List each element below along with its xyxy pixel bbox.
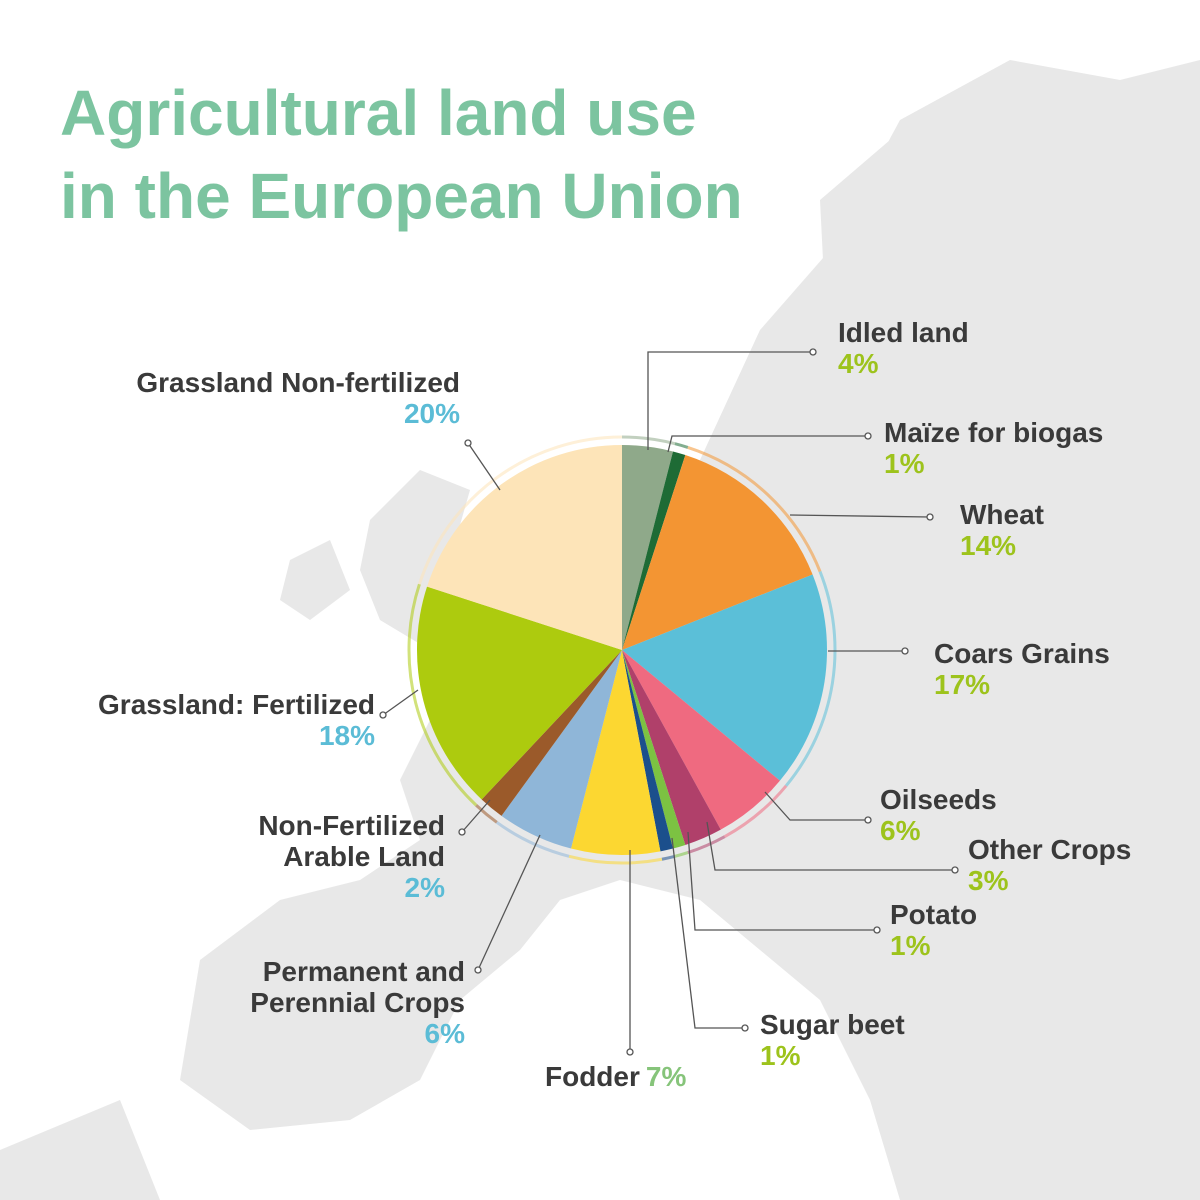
- category-name: Grassland Non-fertilized: [136, 367, 460, 398]
- pie-slice: [622, 650, 780, 830]
- slice-label: Wheat 14%: [960, 499, 1044, 561]
- value-label: 3%: [968, 865, 1009, 896]
- leader-dot: [458, 828, 466, 836]
- leader-dot: [809, 348, 817, 356]
- pie-slice: [622, 650, 686, 849]
- pie-slice: [481, 650, 622, 816]
- category-name: Grassland: Fertilized: [98, 689, 375, 720]
- leader-line: [764, 791, 868, 821]
- outer-ring-arc: [417, 435, 623, 585]
- value-label: 4%: [838, 348, 879, 379]
- leader-line: [687, 831, 877, 931]
- value-label: 2%: [404, 872, 445, 903]
- leader-line: [671, 837, 745, 1029]
- value-label: 18%: [318, 720, 375, 751]
- pie-slice: [622, 445, 673, 650]
- pie-slice: [417, 586, 622, 800]
- leader-line: [789, 514, 931, 518]
- category-name: Idled land: [838, 317, 969, 348]
- value-label: 17%: [934, 669, 991, 700]
- leader-dot: [864, 816, 872, 824]
- outer-ring-arc: [687, 835, 726, 855]
- pie-slice: [622, 574, 827, 781]
- slice-label: Oilseeds 6%: [880, 784, 997, 846]
- outer-ring-arc: [568, 854, 663, 865]
- leader-dot: [626, 1048, 634, 1056]
- outer-ring-arc: [407, 583, 478, 807]
- pie-slice: [571, 650, 661, 855]
- value-label: 6%: [424, 1018, 465, 1049]
- outer-ring-arc: [475, 804, 498, 824]
- outer-ring-arc: [495, 821, 570, 858]
- outer-ring-arc: [723, 784, 788, 838]
- pie-slice: [427, 445, 622, 650]
- category-name: Sugar beet: [760, 1009, 905, 1040]
- leader-dot: [926, 513, 934, 521]
- category-name: Potato: [890, 899, 978, 930]
- outer-ring-arc: [661, 854, 676, 861]
- slice-label: Coars Grains 17%: [934, 638, 1110, 700]
- pie-slice: [501, 650, 622, 849]
- category-name: Maïze for biogas: [884, 417, 1104, 448]
- value-label: 20%: [403, 398, 460, 429]
- chart-title: Agricultural land use: [60, 77, 697, 149]
- leader-dot: [873, 926, 881, 934]
- slice-label: Sugar beet 1%: [760, 1009, 905, 1071]
- pie-slice: [622, 455, 813, 650]
- category-name: Other Crops: [968, 834, 1132, 865]
- leader-line: [382, 689, 419, 716]
- outer-ring-arc: [674, 442, 689, 449]
- leader-line: [467, 442, 501, 491]
- pie-slice: [622, 451, 686, 650]
- category-name: Wheat: [960, 499, 1044, 530]
- chart-subtitle: in the European Union: [60, 160, 743, 232]
- leader-dot: [901, 647, 909, 655]
- leader-dot: [951, 866, 959, 874]
- pie-slice: [622, 650, 721, 845]
- value-label: 1%: [890, 930, 931, 961]
- value-label: 1%: [884, 448, 925, 479]
- leader-line: [477, 834, 541, 971]
- value-label: 6%: [880, 815, 921, 846]
- slice-label: Maïze for biogas 1%: [884, 417, 1103, 479]
- leader-dot: [379, 711, 387, 719]
- leader-dot: [474, 966, 482, 974]
- category-name: Permanent and Perennial Crops: [250, 956, 465, 1018]
- category-name: Non-Fertilized Arable Land: [258, 810, 445, 872]
- outer-ring-arc: [621, 435, 676, 446]
- slice-label: Grassland: Fertilized 18%: [0, 689, 375, 751]
- slice-label: Non-Fertilized Arable Land 2%: [185, 810, 445, 903]
- leader-dot: [741, 1024, 749, 1032]
- slice-label: Fodder 7%: [545, 1061, 686, 1092]
- pie-slice: [622, 650, 673, 852]
- category-name: Coars Grains: [934, 638, 1110, 669]
- slice-label: Permanent and Perennial Crops 6%: [175, 956, 465, 1049]
- leader-line: [667, 435, 868, 453]
- leader-line: [706, 821, 955, 871]
- value-label: 1%: [760, 1040, 801, 1071]
- outer-ring-arc: [674, 851, 689, 858]
- slice-label: Idled land 4%: [838, 317, 969, 379]
- leader-line: [647, 351, 813, 450]
- leader-line: [461, 799, 491, 833]
- category-name: Fodder: [545, 1061, 640, 1092]
- value-label: 7%: [645, 1061, 687, 1092]
- slice-label: Potato 1%: [890, 899, 977, 961]
- category-name: Oilseeds: [880, 784, 997, 815]
- value-label: 14%: [960, 530, 1017, 561]
- leader-dot: [464, 439, 472, 447]
- leader-dot: [864, 432, 872, 440]
- outer-ring-arc: [784, 571, 837, 787]
- slice-label: Grassland Non-fertilized 20%: [0, 367, 460, 429]
- outer-ring-arc: [687, 445, 822, 573]
- slice-label: Other Crops 3%: [968, 834, 1131, 896]
